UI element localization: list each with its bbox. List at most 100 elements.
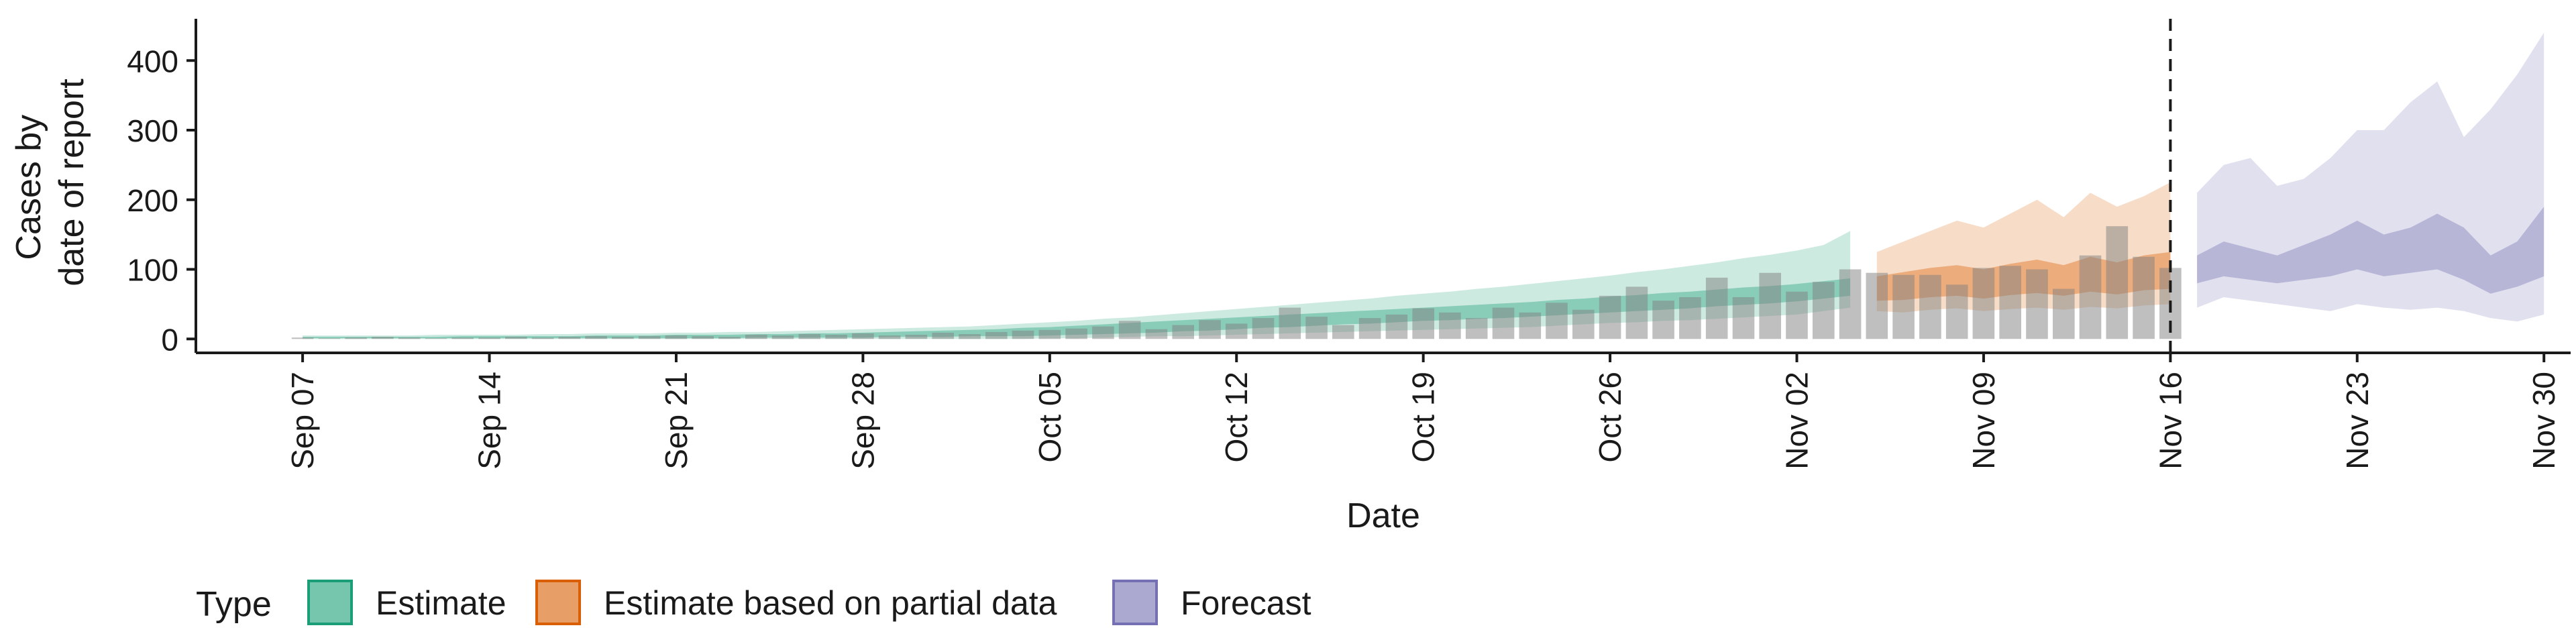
reported-case-bar <box>1358 318 1381 339</box>
reported-case-bar <box>1705 277 1728 339</box>
reported-case-bar <box>318 338 341 339</box>
reported-case-bar <box>585 336 607 339</box>
reported-case-bar <box>478 337 500 339</box>
reported-case-bar <box>1092 326 1114 339</box>
reported-case-bar <box>558 337 581 339</box>
reported-case-bar <box>852 333 874 339</box>
reported-case-bar <box>1118 321 1141 339</box>
reported-case-bar <box>798 334 821 339</box>
reported-case-bar <box>1412 308 1434 339</box>
reported-case-bar <box>638 336 661 339</box>
x-tick-label: Nov 09 <box>1966 372 2001 470</box>
legend-key-estimate-based-on-partial-data <box>535 580 581 625</box>
reported-case-bar <box>1145 329 1168 339</box>
reported-case-bar <box>291 337 314 339</box>
reported-case-bar <box>612 337 634 339</box>
reported-case-bar <box>1172 325 1194 339</box>
y-tick-label: 0 <box>161 322 178 357</box>
reported-case-bar <box>1012 330 1034 339</box>
reported-case-bar <box>692 336 714 339</box>
x-axis-ticks: Sep 07 Sep 14 Sep 21 Sep 28 Oct 05 Oct 12 Oct … <box>285 353 2561 470</box>
x-tick-label: Nov 16 <box>2153 372 2188 470</box>
reported-case-bar <box>1332 325 1354 339</box>
y-axis-title-line-1: Cases by <box>9 115 48 260</box>
axes <box>195 19 2571 354</box>
reported-case-bar <box>2106 226 2129 339</box>
reported-case-bar <box>825 335 847 339</box>
x-tick-label: Oct 05 <box>1032 372 1067 463</box>
reported-case-bar <box>1599 295 1621 339</box>
reported-case-bar <box>1866 272 1888 339</box>
x-tick-label: Nov 23 <box>2340 372 2375 470</box>
reported-case-bar <box>905 335 928 339</box>
legend-label-estimate: Estimate <box>376 584 506 622</box>
legend-label-estimate-based-on-partial-data: Estimate based on partial data <box>604 584 1057 622</box>
reported-case-bar <box>2133 256 2155 339</box>
y-axis-title-line-2: date of report <box>52 78 91 286</box>
y-tick-label: 200 <box>127 183 178 218</box>
x-tick-label: Sep 14 <box>472 372 507 470</box>
reported-case-bar <box>771 335 794 339</box>
forecast-band-90 <box>2197 32 2544 322</box>
forecast-band-50 <box>2197 207 2544 294</box>
reported-case-bar <box>1892 274 1915 339</box>
y-axis-ticks: 0 100 200 300 400 <box>127 44 196 357</box>
reported-case-bar <box>1492 307 1515 339</box>
reported-case-bar <box>2079 255 2102 339</box>
reported-case-bar <box>398 337 421 339</box>
x-tick-label: Oct 12 <box>1219 372 1254 463</box>
reported-case-bar <box>1385 314 1408 339</box>
reported-case-bar <box>718 337 741 339</box>
reported-case-bar <box>1065 328 1087 339</box>
reported-case-bar <box>1652 301 1674 339</box>
reported-case-bar <box>1999 266 2021 339</box>
estimate-band-90 <box>303 231 1851 339</box>
reported-case-bar <box>2053 288 2075 339</box>
x-tick-label: Nov 02 <box>1780 372 1815 470</box>
reported-case-bar <box>1546 303 1568 339</box>
reported-case-bar <box>1252 318 1275 339</box>
reported-case-bar <box>1759 272 1781 339</box>
estimate-band-50 <box>303 278 1851 339</box>
reported-case-bar <box>932 332 954 339</box>
reported-case-bar <box>372 337 394 339</box>
y-axis-title: Cases by date of report <box>9 78 91 286</box>
reported-case-bar <box>531 337 554 339</box>
x-tick-label: Oct 19 <box>1406 372 1441 463</box>
x-tick-label: Oct 26 <box>1593 372 1627 463</box>
reported-case-bar <box>425 338 447 339</box>
credible-interval-bands <box>303 32 2544 339</box>
y-tick-label: 300 <box>127 113 178 148</box>
legend-key-estimate <box>307 580 353 625</box>
reported-case-bar <box>2026 269 2048 339</box>
reported-case-bar <box>345 337 367 339</box>
reported-case-bars <box>291 226 2182 339</box>
reported-case-bar <box>1279 307 1301 339</box>
reported-case-bar <box>505 337 527 339</box>
x-axis-title: Date <box>1346 496 1420 535</box>
reported-case-bar <box>1919 274 1941 339</box>
reported-case-bar <box>1305 317 1328 339</box>
reported-case-bar <box>959 334 981 339</box>
legend-key-forecast <box>1112 580 1158 625</box>
reported-case-bar <box>1465 318 1488 339</box>
reported-case-bar <box>878 335 901 339</box>
x-tick-label: Sep 28 <box>845 372 880 470</box>
reported-case-bar <box>1519 312 1542 339</box>
reported-case-bar <box>1786 291 1808 339</box>
reported-case-bar <box>1972 268 1995 339</box>
reported-case-bar <box>451 337 474 339</box>
reported-case-bar <box>1732 297 1755 339</box>
legend: Type Estimate Estimate based on partial d… <box>196 580 1311 625</box>
reported-case-bar <box>1038 329 1061 339</box>
reported-case-bar <box>1945 284 1968 339</box>
y-tick-label: 100 <box>127 253 178 288</box>
legend-label-forecast: Forecast <box>1181 584 1311 622</box>
reported-case-bar <box>1199 320 1221 339</box>
x-tick-label: Nov 30 <box>2526 372 2561 470</box>
reported-case-bar <box>665 335 688 339</box>
x-tick-label: Sep 07 <box>285 372 320 470</box>
reported-case-bar <box>1839 269 1862 339</box>
reported-case-bar <box>1225 323 1248 339</box>
